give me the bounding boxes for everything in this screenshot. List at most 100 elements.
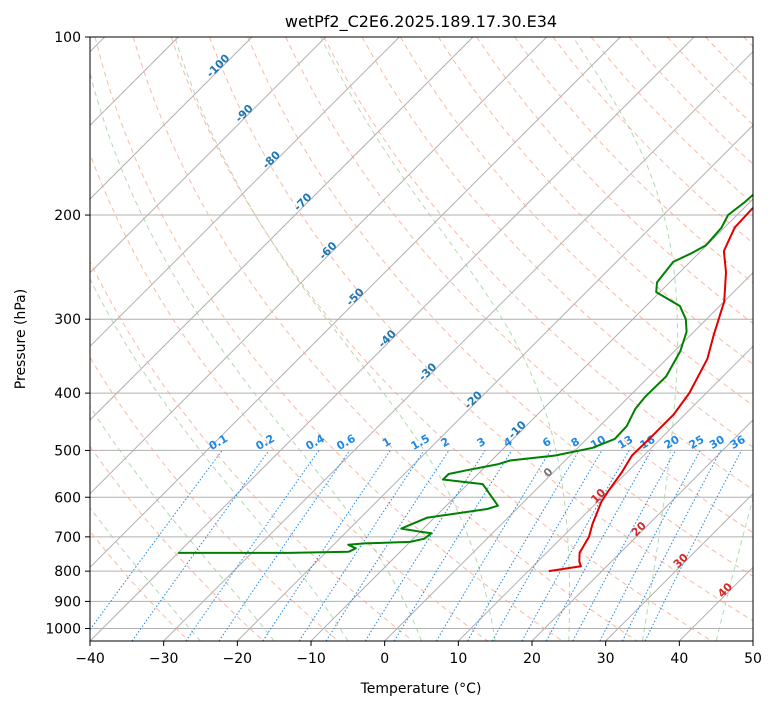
mixing-ratio-label: 0.4: [304, 432, 328, 453]
y-tick-label: 900: [54, 594, 81, 610]
mixing-ratio-line: [644, 450, 742, 641]
mixing-ratio-label: 2: [439, 435, 452, 450]
isotherm-label: -70: [291, 190, 314, 213]
mixing-ratio-line: [521, 450, 630, 641]
mixing-ratio-line: [467, 450, 580, 641]
y-axis-label: Pressure (hPa): [13, 289, 29, 389]
background-lines: [90, 37, 753, 641]
isotherm-label: -50: [344, 285, 367, 308]
dry-adiabat: [476, 37, 753, 325]
isotherm-line: [678, 566, 753, 641]
isotherm-line: [90, 37, 327, 274]
isotherm-line: [531, 419, 753, 641]
mixing-ratio-label: 0.1: [207, 432, 230, 453]
moist-adiabat: [174, 37, 496, 641]
mixing-ratio-label: 3: [475, 435, 488, 450]
y-tick-label: 1000: [45, 621, 81, 637]
isotherm-line: [457, 345, 753, 641]
y-tick-label: 500: [54, 443, 81, 459]
moist-adiabat: [320, 37, 570, 641]
dry-adiabat: [90, 445, 264, 641]
isotherm-label: 40: [715, 580, 735, 600]
isotherm-label: -30: [416, 360, 439, 383]
dry-adiabat: [361, 37, 753, 448]
isotherm-label: -80: [260, 148, 283, 171]
isotherm-line: [90, 37, 621, 569]
isotherm-label: -60: [316, 239, 339, 262]
dry-adiabat: [399, 37, 753, 407]
x-tick-label: 30: [597, 651, 615, 667]
isotherm-label: 20: [629, 519, 649, 539]
moist-adiabat: [572, 37, 678, 641]
moist-adiabat: [90, 71, 422, 641]
dry-adiabat: [552, 37, 753, 244]
mixing-ratio-line: [185, 450, 320, 641]
isotherm-line: [163, 50, 753, 641]
isotherm-line: [236, 124, 753, 641]
dry-adiabat: [94, 37, 563, 641]
y-tick-label: 300: [54, 312, 81, 328]
mixing-ratio-line: [364, 450, 486, 641]
isotherm-line: [90, 37, 548, 495]
isotherm-label: -40: [376, 327, 399, 350]
y-tick-label: 200: [54, 208, 81, 224]
dry-adiabat: [514, 37, 753, 284]
mixing-ratio-line: [298, 450, 425, 641]
x-tick-label: −40: [75, 651, 105, 667]
mixing-ratio-label: 8: [569, 435, 582, 450]
mixing-ratio-line: [572, 450, 676, 641]
mixing-ratio-line: [621, 450, 722, 641]
chart-title: wetPf2_C2E6.2025.189.17.30.E34: [285, 12, 557, 32]
isotherm-line: [752, 640, 753, 641]
dry-adiabat: [90, 260, 414, 641]
mixing-ratio-label: 20: [662, 433, 682, 452]
x-tick-label: 20: [523, 651, 541, 667]
isotherm-label: -100: [204, 51, 233, 80]
mixing-ratio-label: 6: [540, 435, 553, 450]
mixing-ratio-line: [131, 450, 270, 641]
profile-lines: [178, 193, 753, 573]
y-tick-label: 800: [54, 564, 81, 580]
isotherm-line: [90, 37, 253, 200]
dry-adiabat: [132, 37, 638, 641]
x-tick-label: −20: [223, 651, 253, 667]
plot-frame: [89, 36, 754, 642]
isotherm-line: [90, 37, 474, 421]
dry-adiabat: [705, 37, 753, 87]
x-axis-label: Temperature (°C): [360, 681, 482, 697]
x-tick-label: −30: [149, 651, 179, 667]
dry-adiabat: [247, 37, 753, 577]
x-tick-label: 0: [380, 651, 389, 667]
mixing-ratio-line: [325, 450, 450, 641]
y-tick-label: 700: [54, 530, 81, 546]
dewpoint-line: [178, 193, 753, 554]
moist-adiabat: [90, 405, 275, 641]
isopleth-labels: 0.1 0.2 0.4 0.6 1 1.5 2 3 4 6 8 10 13 16 20 25 30 36-100-…: [204, 51, 748, 600]
mixing-ratio-line: [218, 450, 351, 641]
x-axis: −40 −30 −20 −10 0 10 20 30 40 50: [75, 641, 762, 667]
dry-adiabat: [743, 37, 753, 48]
mixing-ratio-label: 16: [638, 433, 658, 452]
dry-adiabat: [590, 37, 753, 205]
mixing-ratio-line: [262, 450, 391, 641]
isotherm-line: [90, 37, 400, 348]
dry-adiabat: [90, 152, 488, 641]
dry-adiabat: [90, 356, 339, 641]
mixing-ratio-line: [545, 450, 652, 641]
dry-adiabat: [323, 37, 753, 491]
moist-adiabat: [90, 277, 349, 641]
y-tick-label: 100: [54, 30, 81, 46]
dry-adiabat: [209, 37, 753, 622]
isotherm-line: [310, 198, 753, 641]
isotherm-label: -20: [462, 388, 485, 411]
moist-adiabat: [90, 506, 201, 641]
isotherm-line: [605, 492, 753, 641]
mixing-ratio-label: 1: [380, 435, 393, 450]
isotherm-label: 30: [671, 551, 691, 571]
isotherm-label: -90: [233, 102, 256, 125]
y-tick-label: 600: [54, 490, 81, 506]
x-tick-label: 50: [744, 651, 762, 667]
temperature-line: [548, 206, 753, 573]
x-tick-label: −10: [296, 651, 326, 667]
